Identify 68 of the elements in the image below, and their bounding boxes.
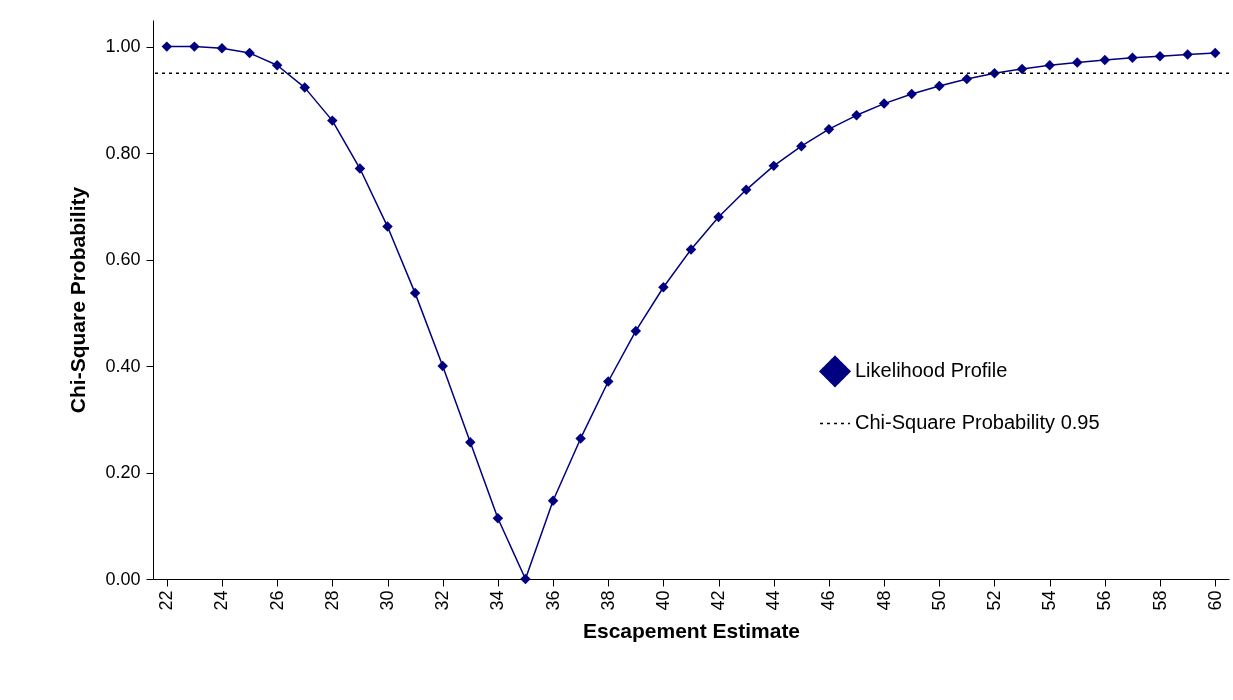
point [244, 47, 255, 59]
point [1044, 60, 1055, 71]
x-tick-label: 48 [873, 590, 894, 611]
x-tick-label: 52 [983, 590, 1004, 611]
point [1016, 63, 1028, 75]
point [685, 244, 697, 255]
x-tick-label: 26 [266, 590, 287, 611]
x-tick-label: 54 [1039, 590, 1060, 611]
point [382, 221, 393, 232]
x-tick-label: 44 [763, 590, 784, 611]
point [906, 88, 917, 100]
point [465, 436, 476, 448]
x-tick-label: 30 [377, 590, 398, 611]
point [1127, 52, 1138, 64]
point [713, 211, 724, 223]
y-axis-title: Chi-Square Probability [66, 186, 90, 414]
x-tick-label: 56 [1094, 590, 1115, 611]
point [547, 495, 559, 506]
point [796, 140, 807, 152]
point [327, 115, 338, 126]
x-tick-label: 28 [321, 590, 342, 611]
point [851, 110, 862, 121]
y-tick-label: 0.20 [105, 462, 141, 483]
x-tick-label: 22 [156, 590, 177, 611]
point [409, 287, 421, 299]
point [437, 360, 448, 372]
point [299, 82, 310, 93]
point [658, 282, 669, 293]
x-tick-label: 42 [708, 590, 729, 611]
point [216, 42, 228, 54]
x-axis-title: Escapement Estimate [582, 618, 801, 642]
point [1182, 49, 1193, 60]
point [354, 163, 366, 174]
point [878, 98, 890, 109]
x-tick-label: 40 [652, 590, 673, 611]
y-tick-label: 0.40 [105, 355, 141, 376]
x-tick-label: 38 [597, 590, 618, 611]
point [740, 184, 752, 196]
point [271, 60, 283, 71]
x-tick-label: 58 [1149, 590, 1170, 611]
point [1072, 57, 1083, 68]
x-tick-label: 34 [487, 590, 508, 611]
legend-label: Chi-Square Probability 0.95 [855, 411, 1100, 434]
x-tick-label: 50 [928, 590, 949, 611]
point [602, 376, 614, 387]
point [189, 41, 200, 52]
x-tick-label: 24 [211, 590, 232, 611]
point [1154, 50, 1166, 62]
point [768, 160, 780, 172]
point [630, 325, 642, 337]
point [961, 73, 973, 85]
x-tick-label: 36 [542, 590, 563, 611]
y-tick-label: 0.60 [105, 249, 141, 270]
point [520, 573, 531, 585]
point [823, 123, 835, 135]
y-tick-label: 0.80 [105, 142, 141, 163]
legend-label: Likelihood Profile [855, 359, 1008, 382]
x-tick-label: 32 [432, 590, 453, 611]
x-tick-label: 60 [1204, 590, 1225, 611]
point [1209, 47, 1221, 59]
x-tick-label: 46 [818, 590, 839, 611]
y-tick-label: 0.00 [105, 568, 141, 589]
point [161, 41, 173, 52]
point [934, 80, 945, 92]
y-tick-label: 1.00 [105, 36, 141, 57]
point [575, 433, 586, 444]
point [492, 513, 504, 524]
point [1099, 54, 1111, 66]
